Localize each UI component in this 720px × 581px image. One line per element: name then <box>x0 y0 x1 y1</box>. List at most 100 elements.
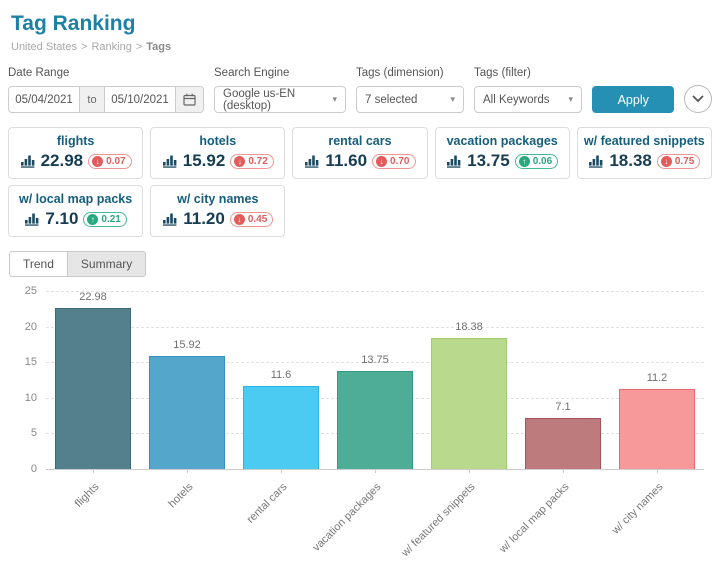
x-axis-label: rental cars <box>244 481 290 526</box>
arrow-up-circle-icon: ↑ <box>518 155 530 167</box>
date-range-to-label: to <box>79 87 105 112</box>
bar-w-local-map-packs[interactable] <box>525 418 601 469</box>
bar-vacation-packages[interactable] <box>337 371 413 469</box>
bar-chart-icon <box>446 154 462 168</box>
breadcrumb-tags: Tags <box>146 41 172 53</box>
x-tick <box>93 469 94 473</box>
tag-card-value-row: 18.38 ↓ 0.75 <box>581 151 708 171</box>
arrow-down-circle-icon: ↓ <box>92 155 104 167</box>
tag-card-name: w/ local map packs <box>18 192 133 206</box>
bar-value-label: 18.38 <box>455 321 483 334</box>
tag-card-delta-badge: ↑ 0.06 <box>514 153 559 169</box>
tag-card-name: w/ featured snippets <box>583 134 705 148</box>
tag-card-value-row: 15.92 ↓ 0.72 <box>154 151 281 171</box>
tag-card-delta-value: 0.75 <box>674 155 695 167</box>
x-tick <box>375 469 376 473</box>
bar-value-label: 7.1 <box>555 401 571 414</box>
tag-cards: flights 22.98 ↓ 0.07 hotels 15.92 ↓ 0.72 rental … <box>8 127 712 237</box>
tag-card[interactable]: vacation packages 13.75 ↑ 0.06 <box>434 127 570 179</box>
tag-card[interactable]: w/ local map packs 7.10 ↑ 0.21 <box>8 185 144 237</box>
tag-card[interactable]: flights 22.98 ↓ 0.07 <box>8 127 144 179</box>
chart-bar-slot: 18.38 <box>422 291 516 469</box>
bar-value-label: 13.75 <box>361 354 389 367</box>
date-range-control: to <box>8 86 204 113</box>
x-axis-label: hotels <box>166 481 196 511</box>
bar-value-label: 22.98 <box>79 291 107 303</box>
chart-bar-slot: 11.2 <box>610 291 704 469</box>
x-tick <box>281 469 282 473</box>
view-tabs: Trend Summary <box>9 251 712 277</box>
page-title: Tag Ranking <box>11 12 136 35</box>
tag-card-delta-value: 0.45 <box>247 213 268 225</box>
gridline <box>46 291 704 292</box>
tag-card[interactable]: w/ featured snippets 18.38 ↓ 0.75 <box>576 127 712 179</box>
expand-filters-button[interactable] <box>684 85 712 113</box>
tag-card-delta-value: 0.07 <box>106 155 126 167</box>
caret-down-icon: ▾ <box>450 94 455 104</box>
bar-value-label: 11.6 <box>270 369 292 382</box>
tag-card-name: vacation packages <box>446 134 558 148</box>
y-tick-label: 5 <box>30 427 37 440</box>
tags-dimension-select[interactable]: 7 selected ▾ <box>356 86 464 113</box>
tags-filter-select[interactable]: All Keywords ▾ <box>474 86 582 113</box>
bar-rental-cars[interactable] <box>243 386 319 469</box>
arrow-down-circle-icon: ↓ <box>233 213 245 225</box>
bar-value-label: 11.2 <box>646 372 668 385</box>
bar-value-label: 15.92 <box>173 338 201 351</box>
chart-plot: 0 5 10 15 20 25 22.98 15.92 11.6 13.75 18.38 7.1 11.… <box>25 285 704 475</box>
chart-bar-slot: 15.92 <box>140 291 234 469</box>
caret-down-icon: ▾ <box>332 94 337 104</box>
chart-xaxis: flights hotels rental cars vacation package… <box>46 469 704 559</box>
tab-summary[interactable]: Summary <box>66 251 147 277</box>
breadcrumb-ranking[interactable]: Ranking <box>91 41 132 53</box>
tag-card-value: 15.92 <box>182 151 226 170</box>
tag-card[interactable]: hotels 15.92 ↓ 0.72 <box>150 127 286 179</box>
gridline <box>46 362 704 364</box>
arrow-up-circle-icon: ↑ <box>87 213 99 225</box>
chevron-down-icon <box>692 95 704 102</box>
tag-card-value: 11.20 <box>183 209 225 228</box>
search-engine-group: Search Engine Google us-EN (desktop) ▾ <box>214 67 346 113</box>
chart-bar-slot: 11.6 <box>234 291 328 469</box>
search-engine-value: Google us-EN (desktop) <box>223 87 296 112</box>
breadcrumb-united-states[interactable]: United States <box>11 41 78 53</box>
tab-trend[interactable]: Trend <box>9 251 67 277</box>
y-tick-label: 25 <box>24 285 37 297</box>
tag-card[interactable]: w/ city names 11.20 ↓ 0.45 <box>150 185 286 237</box>
bar-chart-icon <box>162 154 178 168</box>
tag-card-delta-badge: ↓ 0.45 <box>229 211 274 227</box>
tags-dimension-group: Tags (dimension) 7 selected ▾ <box>356 67 464 113</box>
bar-flights[interactable] <box>55 308 131 469</box>
tag-card-delta-value: 0.70 <box>390 155 410 167</box>
tag-card-name: w/ city names <box>177 192 259 206</box>
tag-card-name: hotels <box>199 134 237 148</box>
tag-ranking-page: Tag Ranking United States > Ranking > Tags D… <box>8 12 712 559</box>
x-axis-label: w/ featured snippets <box>399 481 478 560</box>
tag-card-value: 13.75 <box>467 151 510 170</box>
x-axis-label: w/ city names <box>609 481 666 537</box>
date-range-group: Date Range to <box>8 67 204 113</box>
tag-card-value-row: 13.75 ↑ 0.06 <box>439 151 566 171</box>
tags-filter-label: Tags (filter) <box>474 67 531 79</box>
tag-card-value: 22.98 <box>40 151 84 170</box>
calendar-button[interactable] <box>175 87 203 112</box>
tag-card-delta-badge: ↑ 0.21 <box>83 211 127 227</box>
bar-w-city-names[interactable] <box>619 389 695 469</box>
date-end-input[interactable] <box>105 87 175 112</box>
search-engine-select[interactable]: Google us-EN (desktop) ▾ <box>214 86 346 113</box>
breadcrumb-separator: > <box>135 41 143 53</box>
bar-hotels[interactable] <box>149 355 225 469</box>
y-tick-label: 10 <box>24 391 37 404</box>
date-start-input[interactable] <box>9 87 79 112</box>
bar-chart-icon <box>304 154 320 168</box>
tag-card-value: 11.60 <box>325 151 368 170</box>
bar-chart-icon <box>24 212 40 226</box>
x-tick <box>187 469 188 473</box>
apply-button[interactable]: Apply <box>592 86 675 113</box>
x-axis-label: vacation packages <box>310 481 384 554</box>
tags-filter-group: Tags (filter) All Keywords ▾ <box>474 67 582 113</box>
y-tick-label: 15 <box>24 356 37 369</box>
tag-card-value: 7.10 <box>45 209 79 228</box>
bar-w-featured-snippets[interactable] <box>431 338 507 469</box>
tag-card[interactable]: rental cars 11.60 ↓ 0.70 <box>292 127 428 179</box>
